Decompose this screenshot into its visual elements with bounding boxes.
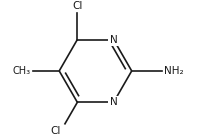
Text: N: N [110,97,117,107]
Text: Cl: Cl [51,126,61,136]
Text: CH₃: CH₃ [12,66,31,76]
Text: Cl: Cl [72,1,83,11]
Text: N: N [110,34,117,45]
Text: NH₂: NH₂ [164,66,184,76]
